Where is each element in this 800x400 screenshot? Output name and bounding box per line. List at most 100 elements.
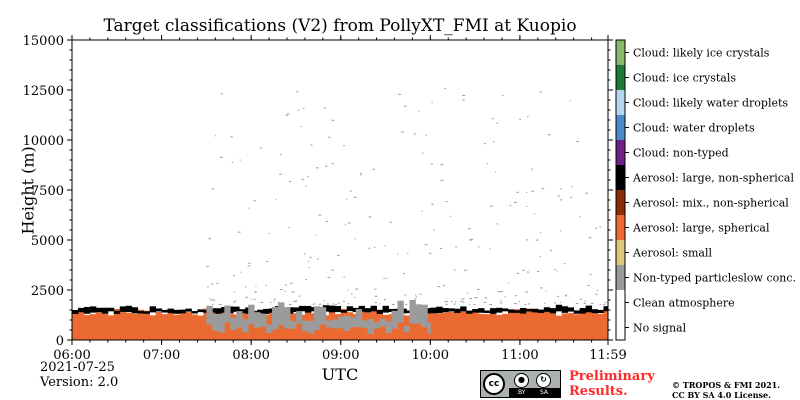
- speckle: [419, 293, 422, 295]
- speckle: [584, 300, 586, 302]
- speckle: [565, 294, 568, 296]
- layer-cell: [343, 315, 351, 332]
- layer-cell: [331, 319, 339, 329]
- speckle: [268, 232, 270, 234]
- speckle: [569, 100, 571, 102]
- speckle: [273, 300, 275, 302]
- speckle: [307, 176, 309, 178]
- layer-cell: [361, 320, 369, 329]
- layer-cell: [113, 308, 121, 340]
- speckle: [219, 156, 223, 158]
- speckle: [464, 269, 467, 271]
- layer-cell: [549, 311, 557, 340]
- chart-title: Target classifications (V2) from PollyXT…: [103, 16, 577, 36]
- speckle: [291, 291, 295, 293]
- layer-cell: [460, 309, 467, 340]
- speckle: [298, 295, 301, 297]
- layer-cell: [107, 307, 115, 312]
- speckle: [360, 172, 362, 174]
- speckle: [312, 303, 316, 305]
- speckle: [345, 198, 348, 200]
- speckle: [302, 108, 305, 110]
- speckle: [295, 300, 298, 302]
- speckle: [233, 291, 236, 293]
- layer-cell: [298, 305, 306, 312]
- y-tick-label: 2500: [31, 284, 64, 299]
- speckle: [526, 205, 528, 207]
- layer-cell: [543, 307, 551, 312]
- speckle: [383, 299, 386, 301]
- speckle: [231, 161, 234, 163]
- speckle: [415, 294, 417, 296]
- speckle: [599, 226, 601, 228]
- speckle: [439, 247, 442, 249]
- colorbar-swatch: [616, 290, 625, 315]
- speckle: [240, 271, 242, 273]
- speckle: [540, 232, 542, 234]
- preliminary-line-2: Results.: [569, 384, 628, 399]
- layer-cell: [409, 299, 416, 324]
- layer-cell: [496, 307, 503, 313]
- layer-cell: [137, 309, 145, 340]
- speckle: [509, 204, 512, 206]
- speckle: [544, 302, 546, 304]
- layer-cell: [454, 312, 461, 340]
- layer-cell: [460, 306, 467, 312]
- speckle: [541, 188, 545, 190]
- speckle: [316, 167, 319, 169]
- speckle: [570, 196, 573, 198]
- layer-cell: [340, 309, 348, 313]
- layer-cell: [149, 315, 157, 340]
- layer-cell: [83, 306, 91, 314]
- layer-cell: [337, 316, 345, 329]
- speckle: [277, 301, 279, 303]
- x-tick-label: 11:59: [589, 348, 626, 363]
- speckle: [492, 141, 495, 143]
- speckle: [337, 255, 340, 257]
- speckle: [489, 205, 493, 207]
- layer-cell: [591, 309, 598, 314]
- layer-cell: [77, 307, 85, 313]
- speckle: [239, 159, 241, 161]
- speckle: [331, 162, 334, 164]
- x-tick-label: 07:00: [143, 348, 180, 363]
- layer-cell: [349, 317, 357, 328]
- colorbar-swatch: [616, 140, 625, 165]
- speckle: [379, 303, 381, 305]
- speckle: [516, 191, 519, 193]
- speckle: [508, 282, 510, 284]
- speckle: [253, 200, 256, 202]
- speckle: [477, 288, 480, 290]
- layer-cell: [72, 312, 79, 340]
- y-tick-label: 0: [56, 334, 64, 349]
- plot-area: [72, 88, 609, 340]
- speckle: [604, 302, 607, 304]
- speckle: [374, 295, 378, 297]
- speckle: [516, 272, 520, 274]
- speckle: [421, 152, 424, 154]
- speckle: [484, 297, 488, 299]
- speckle: [351, 293, 353, 295]
- layer-cell: [197, 315, 204, 340]
- speckle: [535, 239, 539, 241]
- speckle: [308, 261, 310, 263]
- speckle: [563, 263, 566, 265]
- layer-cell: [567, 313, 575, 340]
- speckle: [514, 295, 517, 297]
- speckle: [433, 229, 435, 231]
- speckle: [554, 302, 557, 304]
- speckle: [214, 135, 217, 137]
- speckle: [494, 171, 496, 173]
- layer-cell: [472, 309, 479, 313]
- layer-cell: [543, 310, 551, 340]
- speckle: [489, 248, 491, 250]
- layer-cell: [185, 308, 192, 312]
- speckle: [248, 207, 250, 209]
- speckle: [445, 201, 448, 203]
- layer-cell: [367, 319, 374, 334]
- speckle: [300, 126, 302, 128]
- speckle: [384, 245, 386, 247]
- colorbar-label: Aerosol: small: [632, 247, 712, 260]
- speckle: [338, 302, 340, 304]
- speckle: [589, 274, 592, 276]
